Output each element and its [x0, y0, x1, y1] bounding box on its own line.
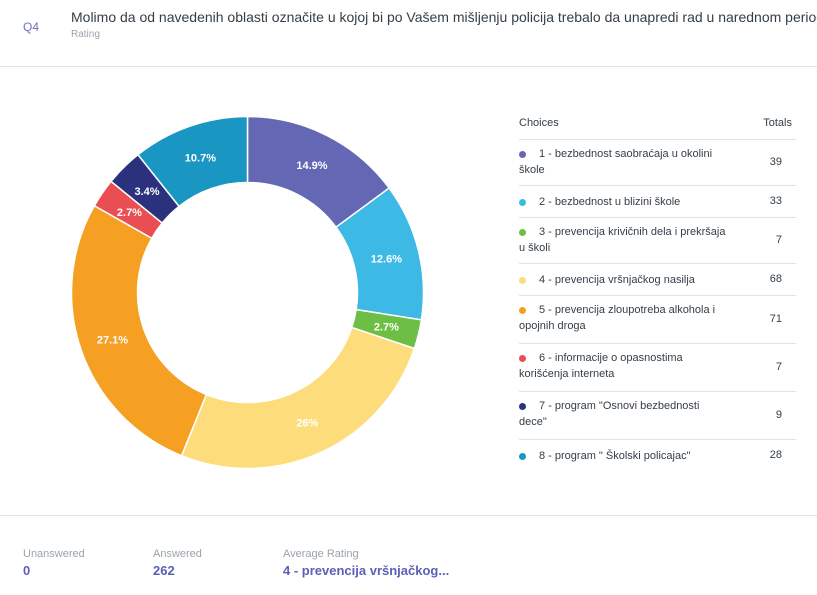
legend-label-2: 2 - bezbednost u blizini škole	[539, 196, 681, 208]
legend-row-5: 5 - prevencija zloupotreba alkohola i op…	[519, 295, 796, 344]
legend-row-1: 1 - bezbednost saobraćaja u okolini škol…	[519, 139, 796, 186]
legend-total-6: 7	[775, 361, 782, 373]
legend-dot-8	[519, 453, 526, 460]
average-rating-value: 4 - prevencija vršnjačkog...	[283, 563, 450, 578]
legend-total-8: 28	[769, 449, 782, 461]
slice-label-6: 2.7%	[117, 207, 142, 219]
legend-header: Choices Totals	[519, 113, 796, 133]
legend-dot-7	[519, 403, 526, 410]
legend-dot-4	[519, 277, 526, 284]
legend-dot-2	[519, 199, 526, 206]
slice-label-8: 10.7%	[185, 152, 216, 164]
average-rating-label: Average Rating	[283, 548, 359, 560]
legend-row-3: 3 - prevencija krivičnih dela i prekršaj…	[519, 217, 796, 264]
legend-dot-3	[519, 229, 526, 236]
slice-label-3: 2.7%	[374, 321, 399, 333]
legend-label-5: 5 - prevencija zloupotreba alkohola i op…	[519, 304, 716, 332]
legend-label-7: 7 - program "Osnovi bezbednosti dece"	[519, 400, 700, 428]
legend-total-5: 71	[769, 313, 782, 325]
answered-label: Answered	[153, 548, 202, 560]
unanswered-label: Unanswered	[23, 548, 85, 560]
legend-label-3: 3 - prevencija krivičnih dela i prekršaj…	[519, 226, 726, 254]
legend-total-3: 7	[775, 234, 782, 246]
question-header: Q4 Molimo da od navedenih oblasti označi…	[0, 0, 817, 67]
choices-header: Choices	[519, 117, 559, 129]
slice-8[interactable]	[136, 115, 249, 208]
legend-row-8: 8 - program " Školski policajac" 28	[519, 439, 796, 472]
legend: Choices Totals 1 - bezbednost saobraćaja…	[519, 113, 796, 462]
legend-total-1: 39	[769, 156, 782, 168]
slice-label-5: 27.1%	[97, 335, 128, 347]
legend-label-1: 1 - bezbednost saobraćaja u okolini škol…	[519, 148, 713, 176]
totals-header: Totals	[763, 117, 792, 129]
slice-label-2: 12.6%	[371, 254, 402, 266]
answered-value: 262	[153, 563, 175, 578]
legend-row-7: 7 - program "Osnovi bezbednosti dece" 9	[519, 391, 796, 440]
donut-svg: 14.9% 12.6% 2.7% 26% 27.1% 2.7% 3.4% 10.7%	[70, 115, 425, 470]
legend-row-4: 4 - prevencija vršnjačkog nasilja 68	[519, 263, 796, 296]
question-number: Q4	[23, 20, 40, 34]
legend-label-6: 6 - informacije o opasnostima korišćenja…	[519, 352, 683, 380]
legend-label-4: 4 - prevencija vršnjačkog nasilja	[539, 274, 695, 286]
slice-4[interactable]	[180, 326, 416, 470]
answered-stat: Answered 262	[153, 548, 202, 578]
slice-label-4: 26%	[296, 417, 318, 429]
donut-chart: 14.9% 12.6% 2.7% 26% 27.1% 2.7% 3.4% 10.7%	[60, 105, 435, 480]
slice-label-1: 14.9%	[296, 160, 327, 172]
slice-5[interactable]	[70, 204, 208, 457]
legend-dot-5	[519, 307, 526, 314]
summary-footer: Unanswered 0 Answered 262 Average Rating…	[0, 515, 817, 595]
legend-row-2: 2 - bezbednost u blizini škole 33	[519, 185, 796, 218]
legend-row-6: 6 - informacije o opasnostima korišćenja…	[519, 343, 796, 392]
question-type: Rating	[71, 29, 100, 40]
legend-total-7: 9	[775, 409, 782, 421]
question-title: Molimo da od navedenih oblasti označite …	[71, 9, 817, 25]
legend-dot-1	[519, 151, 526, 158]
unanswered-stat: Unanswered 0	[23, 548, 85, 578]
legend-total-2: 33	[769, 195, 782, 207]
legend-label-8: 8 - program " Školski policajac"	[539, 450, 691, 462]
slice-label-7: 3.4%	[134, 186, 159, 198]
legend-total-4: 68	[769, 273, 782, 285]
legend-dot-6	[519, 355, 526, 362]
unanswered-value: 0	[23, 563, 31, 578]
average-rating-stat: Average Rating 4 - prevencija vršnjačkog…	[283, 548, 449, 578]
